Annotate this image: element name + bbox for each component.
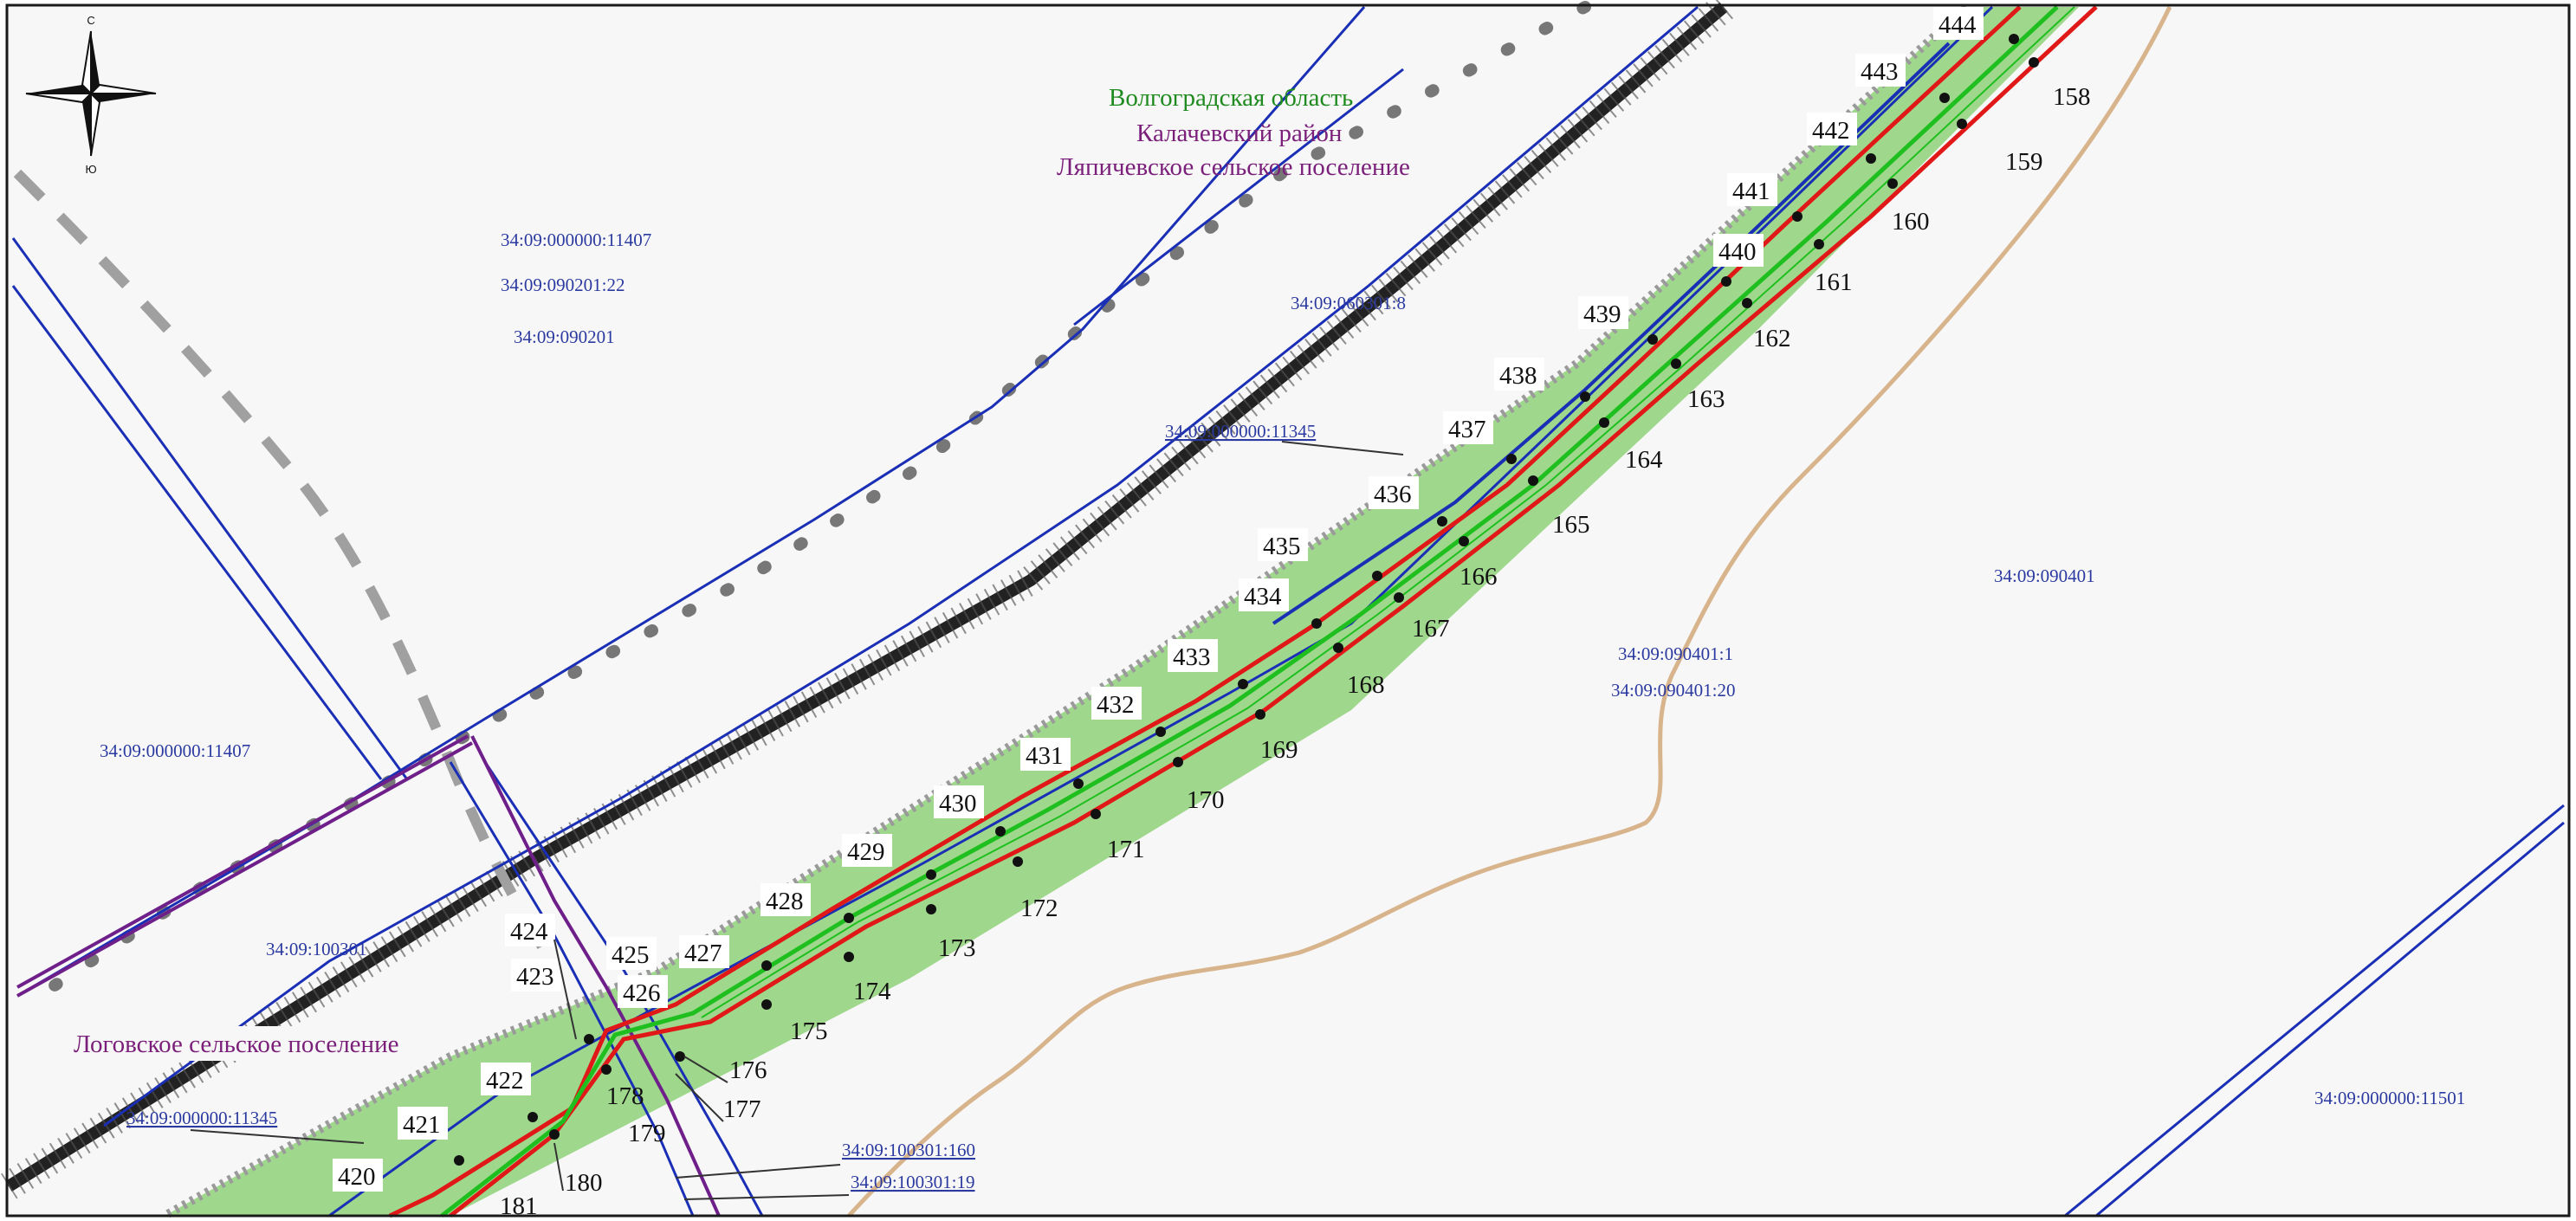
point-label: 175 — [790, 1018, 828, 1045]
admin-label-settlement-lyapichevskoe: Ляпичевское сельское поселение — [1057, 153, 1410, 181]
cadastral-label: 34:09:090201 — [514, 326, 615, 347]
compass-north: С — [87, 14, 94, 27]
point-label: 426 — [623, 979, 661, 1007]
point-label: 169 — [1260, 736, 1298, 764]
point-label: 173 — [938, 934, 976, 962]
cadastral-label: 34:09:090401:20 — [1611, 680, 1736, 701]
point-label: 167 — [1412, 615, 1450, 643]
point-label: 160 — [1892, 208, 1930, 236]
point-label: 427 — [684, 940, 722, 967]
point-label: 437 — [1448, 416, 1486, 443]
point-label: 428 — [766, 888, 804, 915]
point-label: 158 — [2053, 83, 2091, 111]
point-label: 430 — [939, 790, 977, 817]
point-label: 162 — [1753, 325, 1791, 352]
point-label: 422 — [486, 1067, 524, 1095]
point-label: 178 — [606, 1082, 644, 1110]
point-label: 444 — [1938, 11, 1977, 39]
cadastral-label: 34:09:100301:19 — [851, 1172, 975, 1192]
point-label: 180 — [565, 1169, 603, 1197]
cadastral-label: 34:09:060301:8 — [1291, 293, 1406, 313]
utility-lines — [388, 5, 2098, 1218]
point-label: 170 — [1187, 786, 1225, 814]
point-label: 179 — [628, 1120, 666, 1147]
embankment-edge — [162, 3, 1970, 1220]
point-label: 171 — [1107, 836, 1145, 863]
sand-bank-line — [847, 5, 2172, 1218]
cadastral-label: 34:09:090401:1 — [1618, 643, 1733, 664]
point-label: 423 — [516, 963, 554, 991]
point-label: 159 — [2005, 148, 2043, 176]
survey-markers — [454, 34, 2039, 1166]
cadastral-label: 34:09:000000:11345 — [126, 1108, 277, 1128]
point-label: 165 — [1552, 511, 1590, 539]
point-label: 176 — [729, 1056, 767, 1084]
point-label: 172 — [1020, 895, 1058, 922]
point-label: 161 — [1815, 268, 1853, 296]
point-label: 433 — [1173, 643, 1211, 671]
admin-labels: Волгоградская область Калачевский район … — [68, 84, 1410, 1061]
admin-label-district: Калачевский район — [1136, 120, 1342, 147]
point-label: 441 — [1732, 178, 1770, 205]
point-label: 435 — [1263, 533, 1301, 560]
compass-rose-icon: С Ю — [25, 14, 157, 176]
leader-lines — [190, 441, 1404, 1200]
cadastral-labels: 34:09:000000:11407 34:09:090201:22 34:09… — [100, 229, 2465, 1192]
point-label: 434 — [1244, 583, 1282, 610]
point-label: 421 — [403, 1111, 441, 1139]
point-label: 168 — [1347, 671, 1385, 699]
cadastral-boundaries — [11, 5, 2565, 1218]
point-label: 443 — [1861, 58, 1899, 86]
point-label: 425 — [612, 941, 650, 969]
point-label: 436 — [1374, 481, 1412, 508]
point-label: 431 — [1026, 742, 1064, 770]
point-label: 429 — [847, 838, 885, 866]
forest-belt-main — [5, 2, 1728, 1192]
point-label: 181 — [500, 1192, 538, 1220]
upper-point-labels: 444 443 442 441 440 439 438 437 436 435 … — [333, 7, 1984, 1192]
municipal-boundary — [16, 734, 721, 1217]
cadastral-label: 34:09:100301 — [266, 939, 367, 959]
admin-label-settlement-logovskoe: Логовское сельское поселение — [74, 1030, 398, 1058]
cadastral-label: 34:09:100301:160 — [842, 1140, 975, 1160]
cadastral-label: 34:09:000000:11501 — [2314, 1088, 2465, 1108]
cadastral-label: 34:09:000000:11345 — [1165, 421, 1316, 442]
point-label: 420 — [338, 1163, 376, 1191]
point-label: 166 — [1460, 563, 1498, 591]
dashed-road — [13, 169, 551, 956]
point-label: 440 — [1718, 238, 1757, 266]
compass-south: Ю — [85, 163, 96, 176]
point-label: 163 — [1687, 385, 1725, 413]
point-label: 424 — [510, 918, 548, 946]
point-label: 164 — [1625, 446, 1663, 474]
point-label: 438 — [1499, 362, 1537, 390]
point-label: 442 — [1812, 117, 1850, 145]
point-label: 174 — [853, 978, 891, 1005]
point-label: 439 — [1583, 300, 1621, 328]
cadastral-label: 34:09:090201:22 — [501, 275, 625, 295]
point-label: 432 — [1097, 691, 1135, 719]
cadastral-label: 34:09:090401 — [1994, 565, 2095, 586]
lower-point-labels: 158 159 160 161 162 163 164 165 166 167 … — [500, 83, 2091, 1220]
admin-label-region: Волгоградская область — [1109, 84, 1353, 112]
cadastral-label: 34:09:000000:11407 — [501, 229, 651, 250]
cadastral-label: 34:09:000000:11407 — [100, 740, 250, 761]
point-label: 177 — [723, 1095, 761, 1123]
